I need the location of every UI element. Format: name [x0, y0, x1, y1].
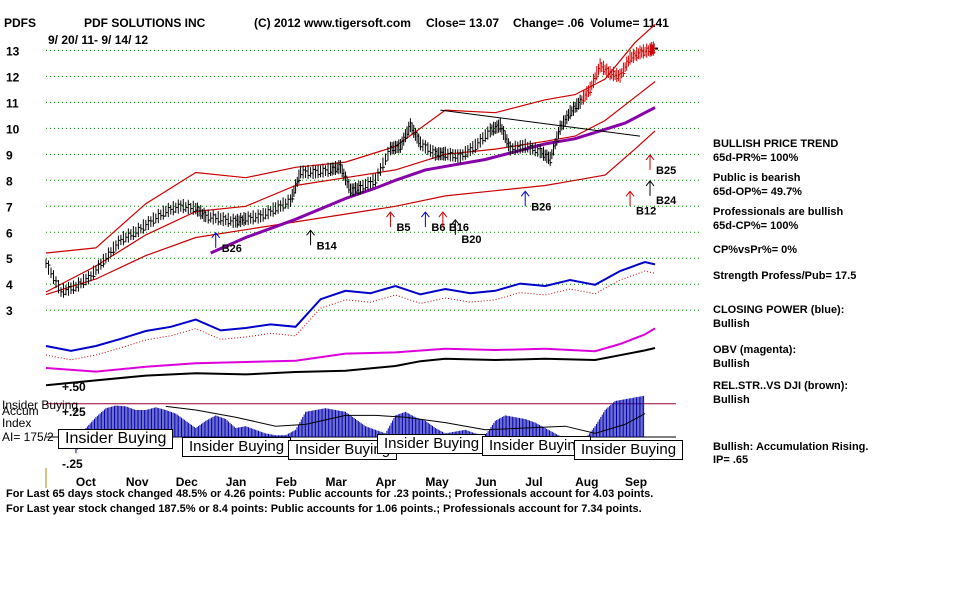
insider-buying-box: Insider Buying: [58, 429, 174, 449]
volume-readout: Volume= 1141: [590, 16, 669, 30]
signal-label: B20: [461, 234, 481, 246]
copyright-label: (C) 2012 www.tigersoft.com: [254, 16, 411, 30]
x-tick-label: Apr: [375, 475, 396, 489]
relstr-title: REL.STR..VS DJI (brown):: [713, 380, 849, 392]
price-axis: 3 4 5 6 7 8 9 10 11 12 13: [6, 44, 20, 318]
accum-tick-neg25: -.25: [62, 457, 83, 471]
signal-label: B14: [317, 240, 338, 252]
obv-value: Bullish: [713, 358, 750, 370]
signal-label: B12: [636, 205, 656, 217]
obv-line: [45, 327, 656, 373]
public-value: 65d-OP%= 49.7%: [713, 186, 802, 198]
rel-str-line: [45, 347, 656, 387]
signal-arrow-head: [211, 232, 221, 239]
index-label: Index: [2, 416, 32, 430]
signal-label: B26: [531, 201, 551, 213]
ip-value: IP= .65: [713, 454, 749, 466]
symbol-label: PDFS: [4, 16, 36, 30]
x-tick-label: May: [425, 475, 449, 489]
public-title: Public is bearish: [713, 172, 801, 184]
x-tick-label: Nov: [126, 475, 149, 489]
y-tick-label: 13: [6, 44, 20, 58]
obv-title: OBV (magenta):: [713, 344, 797, 356]
insider-buying-box: Insider Buying: [574, 440, 684, 460]
date-range: 9/ 20/ 11- 9/ 14/ 12: [48, 33, 148, 47]
cp-vs-pr: CP%vsPr%= 0%: [713, 244, 798, 256]
middle-band-line: [45, 81, 656, 293]
y-tick-label: 3: [6, 304, 13, 318]
company-name: PDF SOLUTIONS INC: [84, 16, 206, 30]
signal-label: B24: [656, 195, 677, 207]
professionals-value: 65d-CP%= 100%: [713, 220, 799, 232]
signal-arrow-head: [520, 190, 530, 197]
insider-buying-box: Insider Buying: [182, 437, 292, 457]
price-bands: [45, 23, 656, 296]
signal-label: B6: [431, 222, 445, 234]
signal-arrow-head: [306, 229, 315, 236]
accum-label-top: Insider Buying: [2, 398, 79, 412]
insider-buying-box: Insider Buying: [482, 436, 592, 456]
month-axis: Oct Nov Dec Jan Feb Mar Apr May Jun Jul Aug Sep: [45, 468, 647, 489]
signal-arrow-head: [450, 219, 460, 226]
x-tick-label: Feb: [276, 475, 297, 489]
y-tick-label: 5: [6, 252, 13, 266]
y-tick-label: 10: [6, 122, 20, 136]
insider-buying-box: Insider Buying: [288, 440, 398, 460]
closing-power-title: CLOSING POWER (blue):: [713, 304, 845, 316]
chart-header: PDFS PDF SOLUTIONS INC (C) 2012 www.tige…: [4, 16, 669, 47]
x-tick-label: Oct: [76, 475, 96, 489]
signal-arrow-head: [645, 154, 655, 161]
indicator-lines: [45, 260, 656, 387]
closing-power-value: Bullish: [713, 318, 750, 330]
x-tick-label: Jun: [475, 475, 496, 489]
y-tick-label: 8: [6, 174, 13, 188]
moving-average-line: [210, 106, 656, 255]
relstr-value: Bullish: [713, 394, 750, 406]
y-tick-label: 7: [6, 200, 13, 214]
signal-arrow-head: [386, 211, 395, 218]
trendline-segment: [440, 109, 641, 137]
professionals-title: Professionals are bullish: [713, 206, 844, 218]
y-tick-label: 12: [6, 70, 20, 84]
accum-tick-25: +.25: [62, 405, 86, 419]
x-tick-label: Mar: [326, 475, 348, 489]
x-tick-label: Jan: [226, 475, 247, 489]
insider-buying-box: Insider Buying: [377, 434, 487, 454]
closing-power-ma: [45, 270, 656, 361]
closing-power-line: [45, 260, 656, 352]
strength-ratio: Strength Profess/Pub= 17.5: [713, 270, 857, 282]
signal-arrow-head: [438, 211, 448, 218]
signal-arrow-head: [420, 211, 430, 218]
close-readout: Close= 13.07: [426, 16, 499, 30]
signal-label: B16: [449, 222, 469, 234]
footer-line-65d: For Last 65 days stock changed 48.5% or …: [6, 488, 654, 500]
y-tick-label: 9: [6, 148, 13, 162]
y-tick-label: 11: [6, 96, 19, 110]
x-tick-label: Aug: [575, 475, 598, 489]
x-tick-label: Jul: [525, 475, 542, 489]
trendline: [440, 109, 641, 137]
y-tick-label: 6: [6, 226, 13, 240]
accum-commentary: Bullish: Accumulation Rising.: [713, 441, 869, 453]
accum-label: Accum: [2, 404, 39, 418]
x-tick-label: Dec: [176, 475, 198, 489]
trend-title: BULLISH PRICE TREND: [713, 138, 839, 150]
ai-label: AI= 175/2: [2, 430, 54, 444]
accum-tick-50: +.50: [62, 380, 86, 394]
y-tick-label: 4: [6, 278, 13, 292]
price-bars: [45, 41, 659, 298]
footer-line-year: For Last year stock changed 187.5% or 8.…: [6, 503, 642, 515]
signal-label: B5: [396, 222, 410, 234]
signal-label: B26: [222, 243, 242, 255]
x-tick-label: Sep: [625, 475, 647, 489]
lower-band-line: [45, 130, 656, 296]
trend-value: 65d-PR%= 100%: [713, 152, 799, 164]
signal-arrow-head: [625, 190, 635, 197]
signal-arrow-head: [645, 180, 655, 187]
change-readout: Change= .06: [513, 16, 584, 30]
accum-ma-line: [165, 405, 646, 434]
signal-label: B25: [656, 165, 676, 177]
